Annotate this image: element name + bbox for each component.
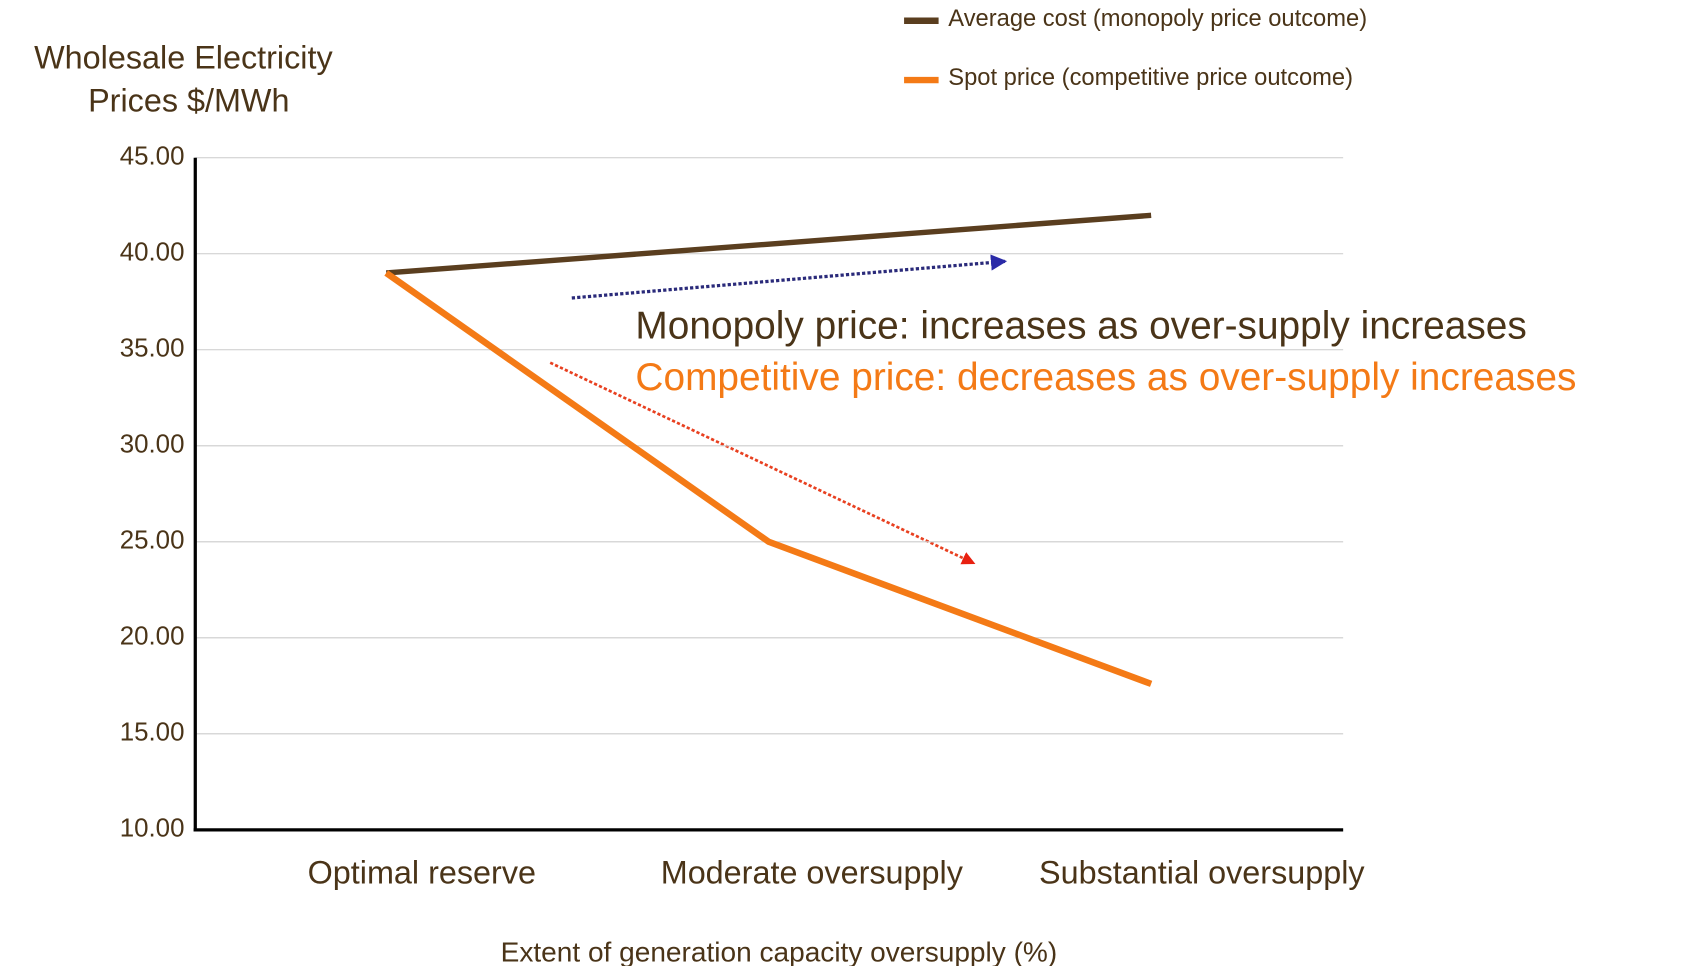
y-tick-label: 15.00	[120, 719, 185, 747]
y-tick-label: 20.00	[120, 623, 185, 651]
y-axis-title-line: Prices $/MWh	[88, 82, 289, 118]
series-line	[384, 270, 1153, 687]
x-tick-label: Optimal reserve	[308, 855, 536, 891]
y-tick-label: 35.00	[120, 335, 185, 363]
arrow	[571, 254, 1008, 300]
annotation: Competitive price: decreases as over-sup…	[635, 356, 1576, 399]
y-tick-label: 45.00	[120, 143, 185, 171]
legend-label: Spot price (competitive price outcome)	[948, 65, 1353, 91]
y-axis-title: Wholesale Electricity Prices $/MWh	[34, 39, 333, 118]
y-axis-title-line: Wholesale Electricity	[34, 39, 333, 75]
y-tick-label: 30.00	[120, 431, 185, 459]
x-axis-title: Extent of generation capacity oversupply…	[501, 936, 1058, 966]
series-line	[386, 212, 1152, 276]
y-tick-label: 25.00	[120, 527, 185, 555]
legend-label: Average cost (monopoly price outcome)	[948, 6, 1367, 32]
x-tick-label: Moderate oversupply	[661, 855, 964, 891]
arrow	[549, 361, 976, 565]
annotation: Monopoly price: increases as over-supply…	[635, 304, 1526, 347]
y-tick-label: 40.00	[120, 239, 185, 267]
y-tick-label: 10.00	[120, 815, 185, 843]
x-tick-label: Substantial oversupply	[1039, 855, 1365, 891]
